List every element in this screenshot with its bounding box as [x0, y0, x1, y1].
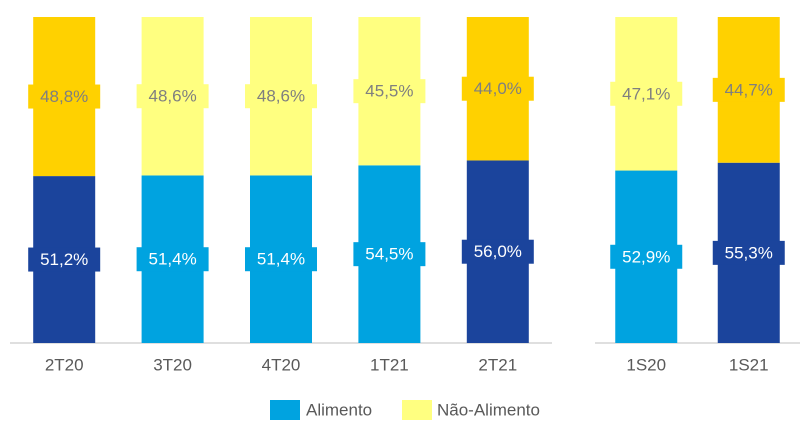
data-label-bg: [353, 242, 426, 267]
data-label: 54,5%: [365, 245, 413, 264]
data-label-bg: [712, 77, 785, 102]
data-label: 48,8%: [40, 87, 88, 106]
data-label: 45,5%: [365, 82, 413, 101]
data-label-bg: [28, 84, 101, 109]
legend-swatch: [402, 400, 432, 420]
data-label: 44,7%: [725, 80, 773, 99]
x-tick-label: 1T21: [370, 355, 409, 374]
legend-label: Não-Alimento: [437, 400, 540, 419]
data-label-bg: [712, 240, 785, 265]
data-label-bg: [461, 239, 534, 264]
data-label: 51,4%: [257, 250, 305, 269]
data-label-bg: [136, 247, 209, 272]
x-tick-label: 3T20: [153, 355, 192, 374]
data-label: 56,0%: [474, 242, 522, 261]
data-label-bg: [136, 84, 209, 109]
data-label-bg: [28, 247, 101, 272]
x-tick-label: 1S21: [729, 355, 769, 374]
legend-swatch: [270, 400, 300, 420]
data-label-bg: [610, 81, 683, 106]
data-label: 51,2%: [40, 250, 88, 269]
x-tick-label: 1S20: [626, 355, 666, 374]
data-label: 55,3%: [725, 243, 773, 262]
data-label: 48,6%: [148, 87, 196, 106]
x-tick-label: 2T20: [45, 355, 84, 374]
data-label-bg: [245, 247, 317, 272]
data-label: 52,9%: [622, 247, 670, 266]
x-tick-label: 4T20: [262, 355, 301, 374]
x-tick-label: 2T21: [478, 355, 517, 374]
data-label-bg: [461, 76, 534, 101]
data-label-bg: [353, 79, 426, 104]
data-label: 44,0%: [474, 79, 522, 98]
data-label-bg: [245, 84, 317, 109]
data-label: 48,6%: [257, 87, 305, 106]
legend-label: Alimento: [306, 400, 372, 419]
data-label: 47,1%: [622, 84, 670, 103]
data-label-bg: [610, 244, 683, 269]
data-label: 51,4%: [148, 250, 196, 269]
